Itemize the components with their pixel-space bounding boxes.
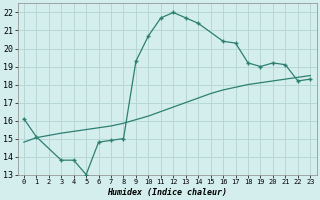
X-axis label: Humidex (Indice chaleur): Humidex (Indice chaleur) <box>107 188 227 197</box>
